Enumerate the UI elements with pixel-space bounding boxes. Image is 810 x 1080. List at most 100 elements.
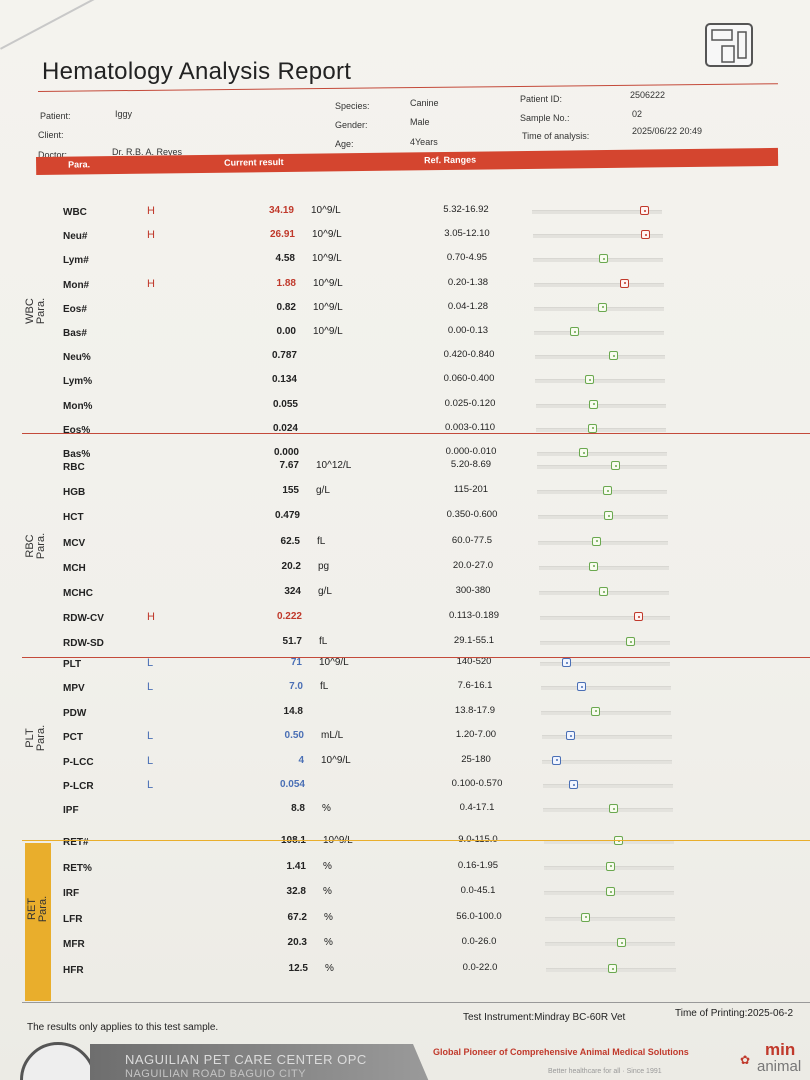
range-bar — [544, 861, 674, 871]
range-marker-icon — [611, 461, 620, 470]
footer-instrument: Test Instrument:Mindray BC-60R Vet — [463, 1012, 626, 1023]
col-current-result: Current result — [224, 156, 284, 168]
patient-value: Iggy — [115, 109, 133, 119]
footer-printing-time: Time of Printing:2025-06-2 — [675, 1008, 794, 1019]
result-row: RDW-SD 51.7 fL 29.1-55.1 — [0, 631, 810, 655]
range-bar — [543, 780, 673, 789]
time-value: 2025/06/22 20:49 — [632, 126, 703, 136]
result-row: MCHC 324 g/L 300-380 — [0, 581, 810, 605]
param-ref-range: 1.20-7.00 — [455, 729, 497, 741]
age-value: 4Years — [410, 137, 438, 147]
param-unit: mL/L — [321, 730, 344, 742]
result-row: Eos# 0.82 10^9/L 0.04-1.28 — [0, 297, 810, 321]
param-ref-range: 0.00-0.13 — [447, 325, 489, 336]
param-unit: % — [323, 886, 332, 898]
param-flag: L — [147, 681, 154, 694]
param-unit: g/L — [316, 485, 330, 497]
range-marker-icon — [603, 486, 612, 496]
result-row: LFR 67.2% 56.0-100.0 — [0, 907, 810, 931]
gender-label: Gender: — [335, 120, 368, 130]
param-name: RBC — [63, 462, 85, 473]
result-row: RDW-CV H 0.222 0.113-0.189 — [0, 606, 810, 630]
divider-plt-ret — [22, 840, 810, 841]
param-name: Bas% — [63, 449, 91, 460]
divider-footer — [22, 1002, 810, 1003]
result-row: P-LCR L 0.054 0.100-0.570 — [0, 774, 810, 798]
param-value: 67.2 — [287, 911, 307, 923]
range-marker-icon — [640, 206, 649, 215]
range-bar — [535, 351, 665, 361]
result-row: PLT L 71 10^9/L 140-520 — [0, 652, 810, 676]
param-name: Bas# — [63, 328, 87, 339]
range-marker-icon — [588, 423, 597, 433]
param-name: P-LCR — [63, 781, 94, 792]
analyzer-icon — [705, 23, 753, 67]
group-label-rbc: RBC Para. — [24, 532, 47, 560]
param-flag: L — [147, 779, 154, 791]
range-marker-icon — [562, 658, 571, 667]
range-marker-icon — [606, 887, 615, 897]
param-value: 4.58 — [275, 253, 295, 265]
range-bar — [545, 912, 675, 922]
range-bar — [538, 536, 668, 546]
param-name: MPV — [63, 683, 85, 695]
param-flag: H — [147, 611, 155, 624]
clinic-banner: NAGUILIAN PET CARE CENTER OPC NAGUILIAN … — [90, 1044, 430, 1080]
range-bar — [541, 706, 671, 716]
range-marker-icon — [592, 536, 601, 546]
result-row: Eos% 0.024 0.003-0.110 — [0, 418, 810, 442]
param-ref-range: 0.20-1.38 — [447, 276, 489, 288]
param-name: Eos% — [63, 424, 91, 436]
param-name: P-LCC — [63, 756, 94, 768]
param-value: 0.000 — [273, 447, 299, 458]
species-label: Species: — [335, 101, 370, 111]
range-marker-icon — [599, 587, 608, 596]
result-row: MFR 20.3% 0.0-26.0 — [0, 932, 810, 956]
range-bar — [534, 302, 664, 312]
range-bar — [533, 230, 663, 240]
range-marker-icon — [608, 964, 617, 973]
param-ref-range: 300-380 — [455, 585, 491, 596]
result-row: IPF 8.8% 0.4-17.1 — [0, 798, 810, 822]
param-value: 8.8 — [291, 803, 305, 815]
patient-id-label: Patient ID: — [520, 94, 563, 104]
range-bar — [534, 278, 664, 288]
range-marker-icon — [626, 637, 635, 647]
param-ref-range: 115-201 — [453, 484, 489, 496]
param-name: RET# — [63, 837, 89, 848]
param-value: 32.8 — [286, 886, 306, 898]
range-marker-icon — [609, 804, 618, 814]
range-marker-icon — [617, 938, 626, 948]
param-ref-range: 0.0-45.1 — [460, 885, 496, 897]
param-ref-range: 140-520 — [456, 656, 492, 667]
range-marker-icon — [589, 561, 598, 571]
range-bar — [541, 682, 671, 692]
range-marker-icon — [552, 755, 561, 765]
param-value: 20.2 — [281, 560, 301, 572]
param-value: 0.134 — [271, 374, 297, 386]
param-name: HCT — [63, 512, 84, 524]
divider-wbc-rbc — [22, 433, 810, 434]
param-value: 0.222 — [276, 611, 302, 623]
param-value: 0.055 — [272, 398, 298, 410]
result-row: Bas% 0.000 0.000-0.010 — [0, 442, 810, 466]
clinic-address: NAGUILIAN ROAD BAGUIO CITY — [125, 1068, 307, 1080]
param-name: PCT — [63, 732, 83, 744]
param-name: Lym# — [63, 255, 89, 267]
clinic-name: NAGUILIAN PET CARE CENTER OPC — [125, 1052, 367, 1067]
param-name: Lym% — [63, 376, 93, 388]
client-label: Client: — [38, 130, 64, 140]
result-row: HCT 0.479 0.350-0.600 — [0, 505, 810, 529]
param-value: 7.0 — [289, 681, 303, 693]
doctor-value: Dr. R.B. A. Reyes — [112, 147, 183, 157]
divider-rbc-plt — [22, 657, 810, 658]
ret-group-band — [25, 843, 51, 1001]
range-marker-icon — [585, 375, 594, 385]
range-marker-icon — [579, 448, 588, 457]
param-flag: L — [147, 754, 154, 767]
param-ref-range: 0.060-0.400 — [443, 373, 495, 385]
range-marker-icon — [570, 327, 579, 336]
gender-value: Male — [410, 117, 430, 127]
param-ref-range: 29.1-55.1 — [453, 635, 495, 647]
param-value: 7.67 — [279, 460, 299, 471]
